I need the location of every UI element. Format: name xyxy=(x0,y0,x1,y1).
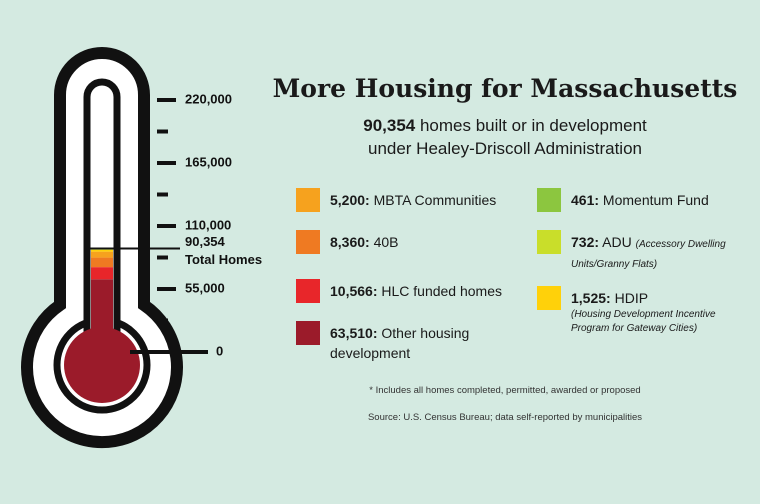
legend-swatch xyxy=(537,188,561,212)
legend-value: 10,566: xyxy=(330,283,378,299)
legend-value: 8,360: xyxy=(330,234,370,250)
legend-entry: 10,566: HLC funded homes xyxy=(330,281,545,301)
legend-swatch xyxy=(296,230,320,254)
legend-value: 461: xyxy=(571,192,600,208)
legend-swatch xyxy=(296,321,320,345)
legend-entry: 5,200: MBTA Communities xyxy=(330,190,545,210)
legend-swatch xyxy=(296,188,320,212)
bar-segment xyxy=(91,249,113,252)
legend-name: MBTA Communities xyxy=(373,192,497,208)
legend-entry: 461: Momentum Fund xyxy=(571,190,760,210)
bar-segment xyxy=(91,267,113,280)
total-caption: Total Homes xyxy=(185,252,262,267)
legend-name: ADU xyxy=(602,234,632,250)
bar-segment xyxy=(91,251,113,258)
legend-swatch xyxy=(296,279,320,303)
title: More Housing for Massachusetts xyxy=(272,74,738,103)
legend-name: HLC funded homes xyxy=(381,283,503,299)
legend-value: 63,510: xyxy=(330,325,378,341)
bar-segment xyxy=(91,257,113,268)
subtitle-line: under Healey-Driscoll Administration xyxy=(367,139,642,158)
subtitle-line: homes built or in development xyxy=(419,116,647,135)
legend-entry: 1,525: HDIP (Housing Development Incenti… xyxy=(571,288,751,336)
bar-segment xyxy=(91,279,113,352)
legend-swatch xyxy=(537,286,561,310)
y-tick-label: 220,000 xyxy=(185,91,232,106)
legend-swatch xyxy=(537,230,561,254)
subtitle: 90,354 homes built or in development xyxy=(290,116,720,136)
y-tick-label: 55,000 xyxy=(185,280,225,295)
legend-value: 5,200: xyxy=(330,192,370,208)
legend-entry: 63,510: Other housing development xyxy=(330,323,520,363)
source: Source: U.S. Census Bureau; data self-re… xyxy=(367,412,643,423)
legend-name: Other housing development xyxy=(330,325,470,361)
legend-value: 732: xyxy=(571,234,600,250)
legend-value: 1,525: xyxy=(571,290,611,306)
legend-entry: 732: ADU (Accessory Dwelling Units/Grann… xyxy=(571,232,746,272)
y-tick-label: 110,000 xyxy=(185,217,231,232)
legend-entry: 8,360: 40B xyxy=(330,232,545,252)
legend-name: HDIP xyxy=(614,290,649,306)
bulb-fill xyxy=(64,327,140,403)
y-tick-label: 165,000 xyxy=(185,154,232,169)
footnote: * Includes all homes completed, permitte… xyxy=(369,385,641,396)
legend-note: (Accessory Dwelling Units/Granny Flats) xyxy=(571,239,726,270)
total-value: 90,354 xyxy=(363,116,416,135)
legend-name: Momentum Fund xyxy=(602,192,709,208)
legend-name: 40B xyxy=(373,234,399,250)
total-label: 90,354 xyxy=(185,234,226,249)
y-tick-label: 0 xyxy=(216,343,223,358)
legend-note: (Housing Development Incentive Program f… xyxy=(571,309,716,334)
